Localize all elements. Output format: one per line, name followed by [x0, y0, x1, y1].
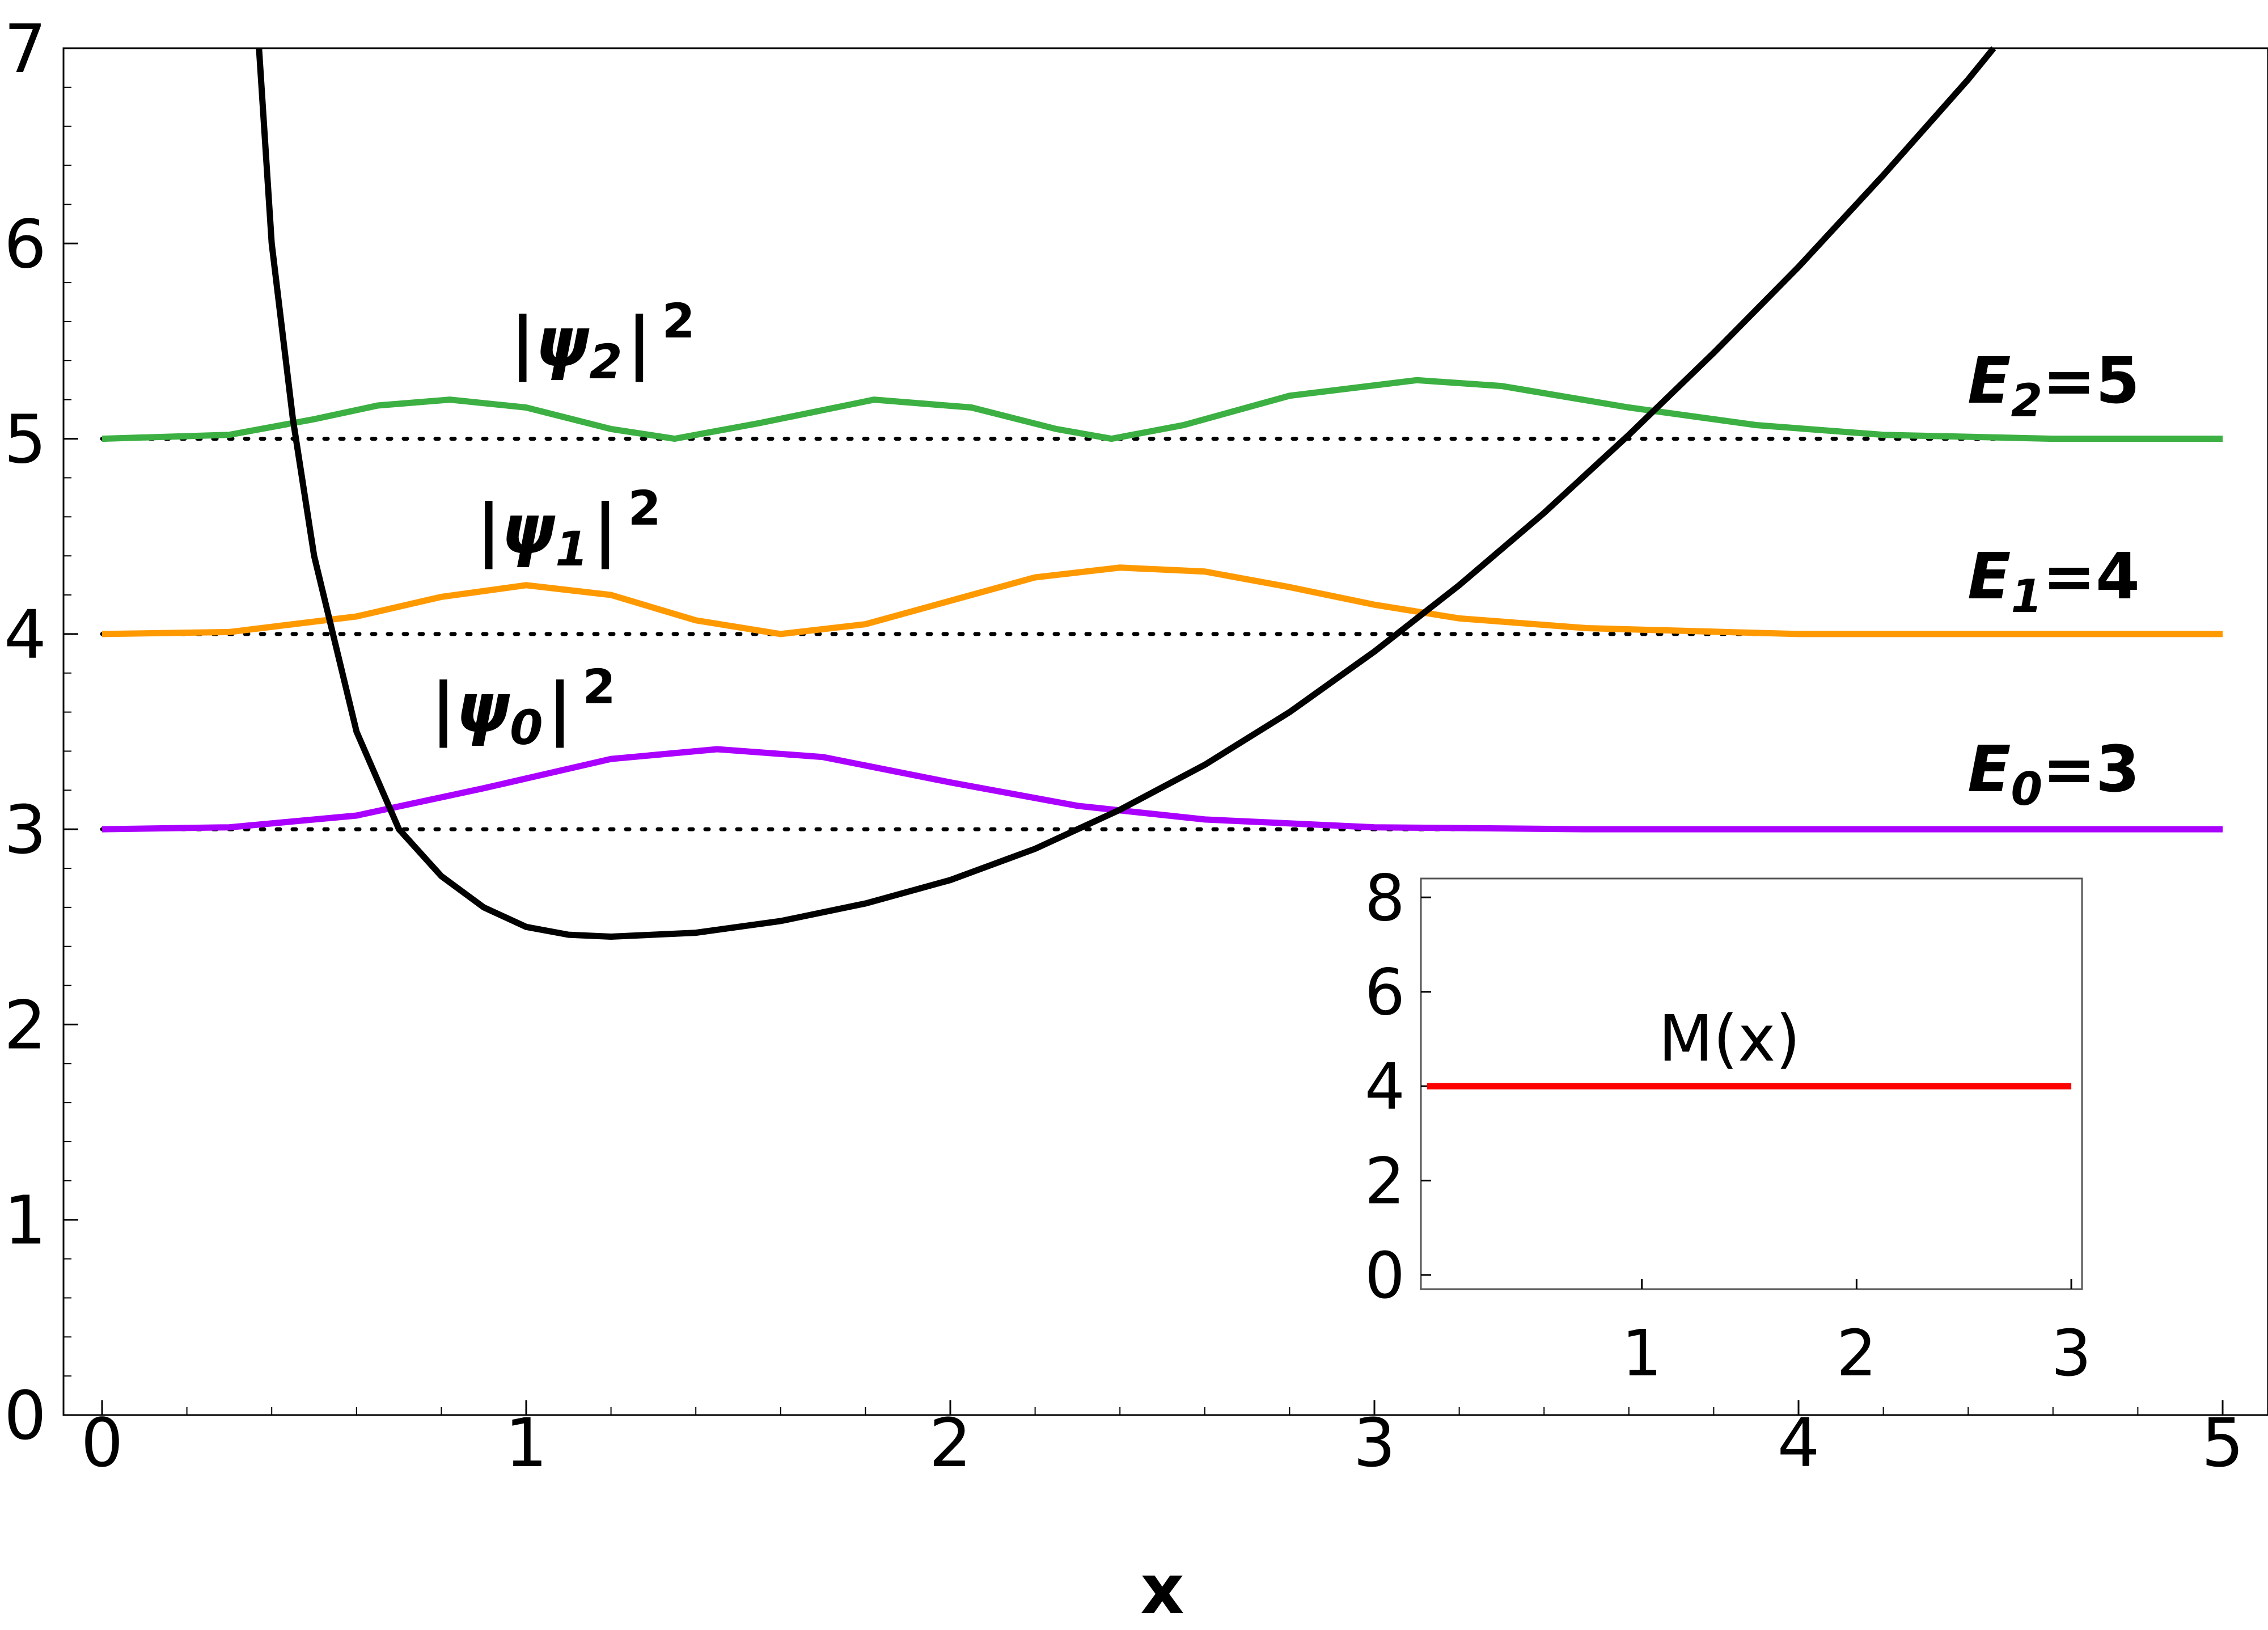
potential-curve: [256, 46, 1996, 940]
probability-density-curves: [101, 377, 2223, 833]
x-tick-label: 3: [1353, 1404, 1395, 1482]
psi-curve-e2: [101, 377, 2223, 442]
main-plot-frame: [62, 47, 2268, 1416]
psi-label-e2: |ψ2| 2: [510, 293, 695, 390]
energy-level-labels: |ψ0| 2 E0=3 |ψ1| 2 E1=4 |ψ2| 2 E2=5: [431, 293, 2140, 816]
inset-x-tick-label: 1: [1622, 1317, 1662, 1391]
psi-curve-e1: [101, 564, 2223, 637]
inset-y-tick-label: 6: [1365, 956, 1405, 1030]
inset-y-tick-label: 4: [1365, 1050, 1405, 1124]
inset-y-tick-label: 0: [1365, 1239, 1405, 1313]
energy-label-e2: E2=5: [1967, 344, 2140, 427]
inset-plot: 1 2 3 0 2 4 6 8 M(x): [1365, 862, 2092, 1391]
y-tick-label: 3: [4, 791, 46, 869]
x-tick-label: 1: [505, 1404, 547, 1482]
psi-curve-e0: [101, 746, 2223, 833]
y-tick-label: 4: [4, 596, 46, 674]
y-tick-label: 2: [4, 986, 46, 1064]
inset-y-tick-label: 8: [1365, 862, 1405, 935]
x-axis-title: x: [1140, 1551, 1184, 1629]
main-ticks: [64, 47, 2224, 1416]
y-tick-label: 1: [4, 1181, 46, 1260]
psi-label-e0: |ψ0| 2: [431, 659, 616, 755]
energy-label-e1: E1=4: [1967, 540, 2140, 623]
inset-tick-labels: 1 2 3 0 2 4 6 8: [1365, 862, 2092, 1391]
y-tick-label: 6: [4, 205, 46, 283]
x-tick-label: 5: [2201, 1404, 2244, 1482]
inset-x-tick-label: 3: [2051, 1317, 2091, 1391]
inset-ticks: [1421, 896, 2072, 1289]
psi-label-e1: |ψ1| 2: [476, 480, 661, 577]
y-tick-label: 7: [4, 10, 46, 88]
x-tick-label: 0: [81, 1404, 123, 1482]
x-tick-label: 4: [1777, 1404, 1820, 1482]
inset-y-tick-label: 2: [1365, 1145, 1405, 1219]
y-tick-label: 0: [4, 1376, 46, 1455]
y-tick-label: 5: [4, 400, 46, 479]
inset-x-tick-label: 2: [1837, 1317, 1877, 1391]
x-tick-label: 2: [929, 1404, 971, 1482]
energy-label-e0: E0=3: [1967, 733, 2140, 816]
main-plot: 0 1 2 3 4 5 0 1 2 3 4 5 6 7 |ψ0| 2 E0=3 |ψ1| 2 E1=4 |ψ2| 2 E2…: [4, 10, 2268, 1629]
main-tick-labels: 0 1 2 3 4 5 0 1 2 3 4 5 6 7: [4, 10, 2244, 1482]
inset-m-label: M(x): [1658, 1002, 1800, 1076]
